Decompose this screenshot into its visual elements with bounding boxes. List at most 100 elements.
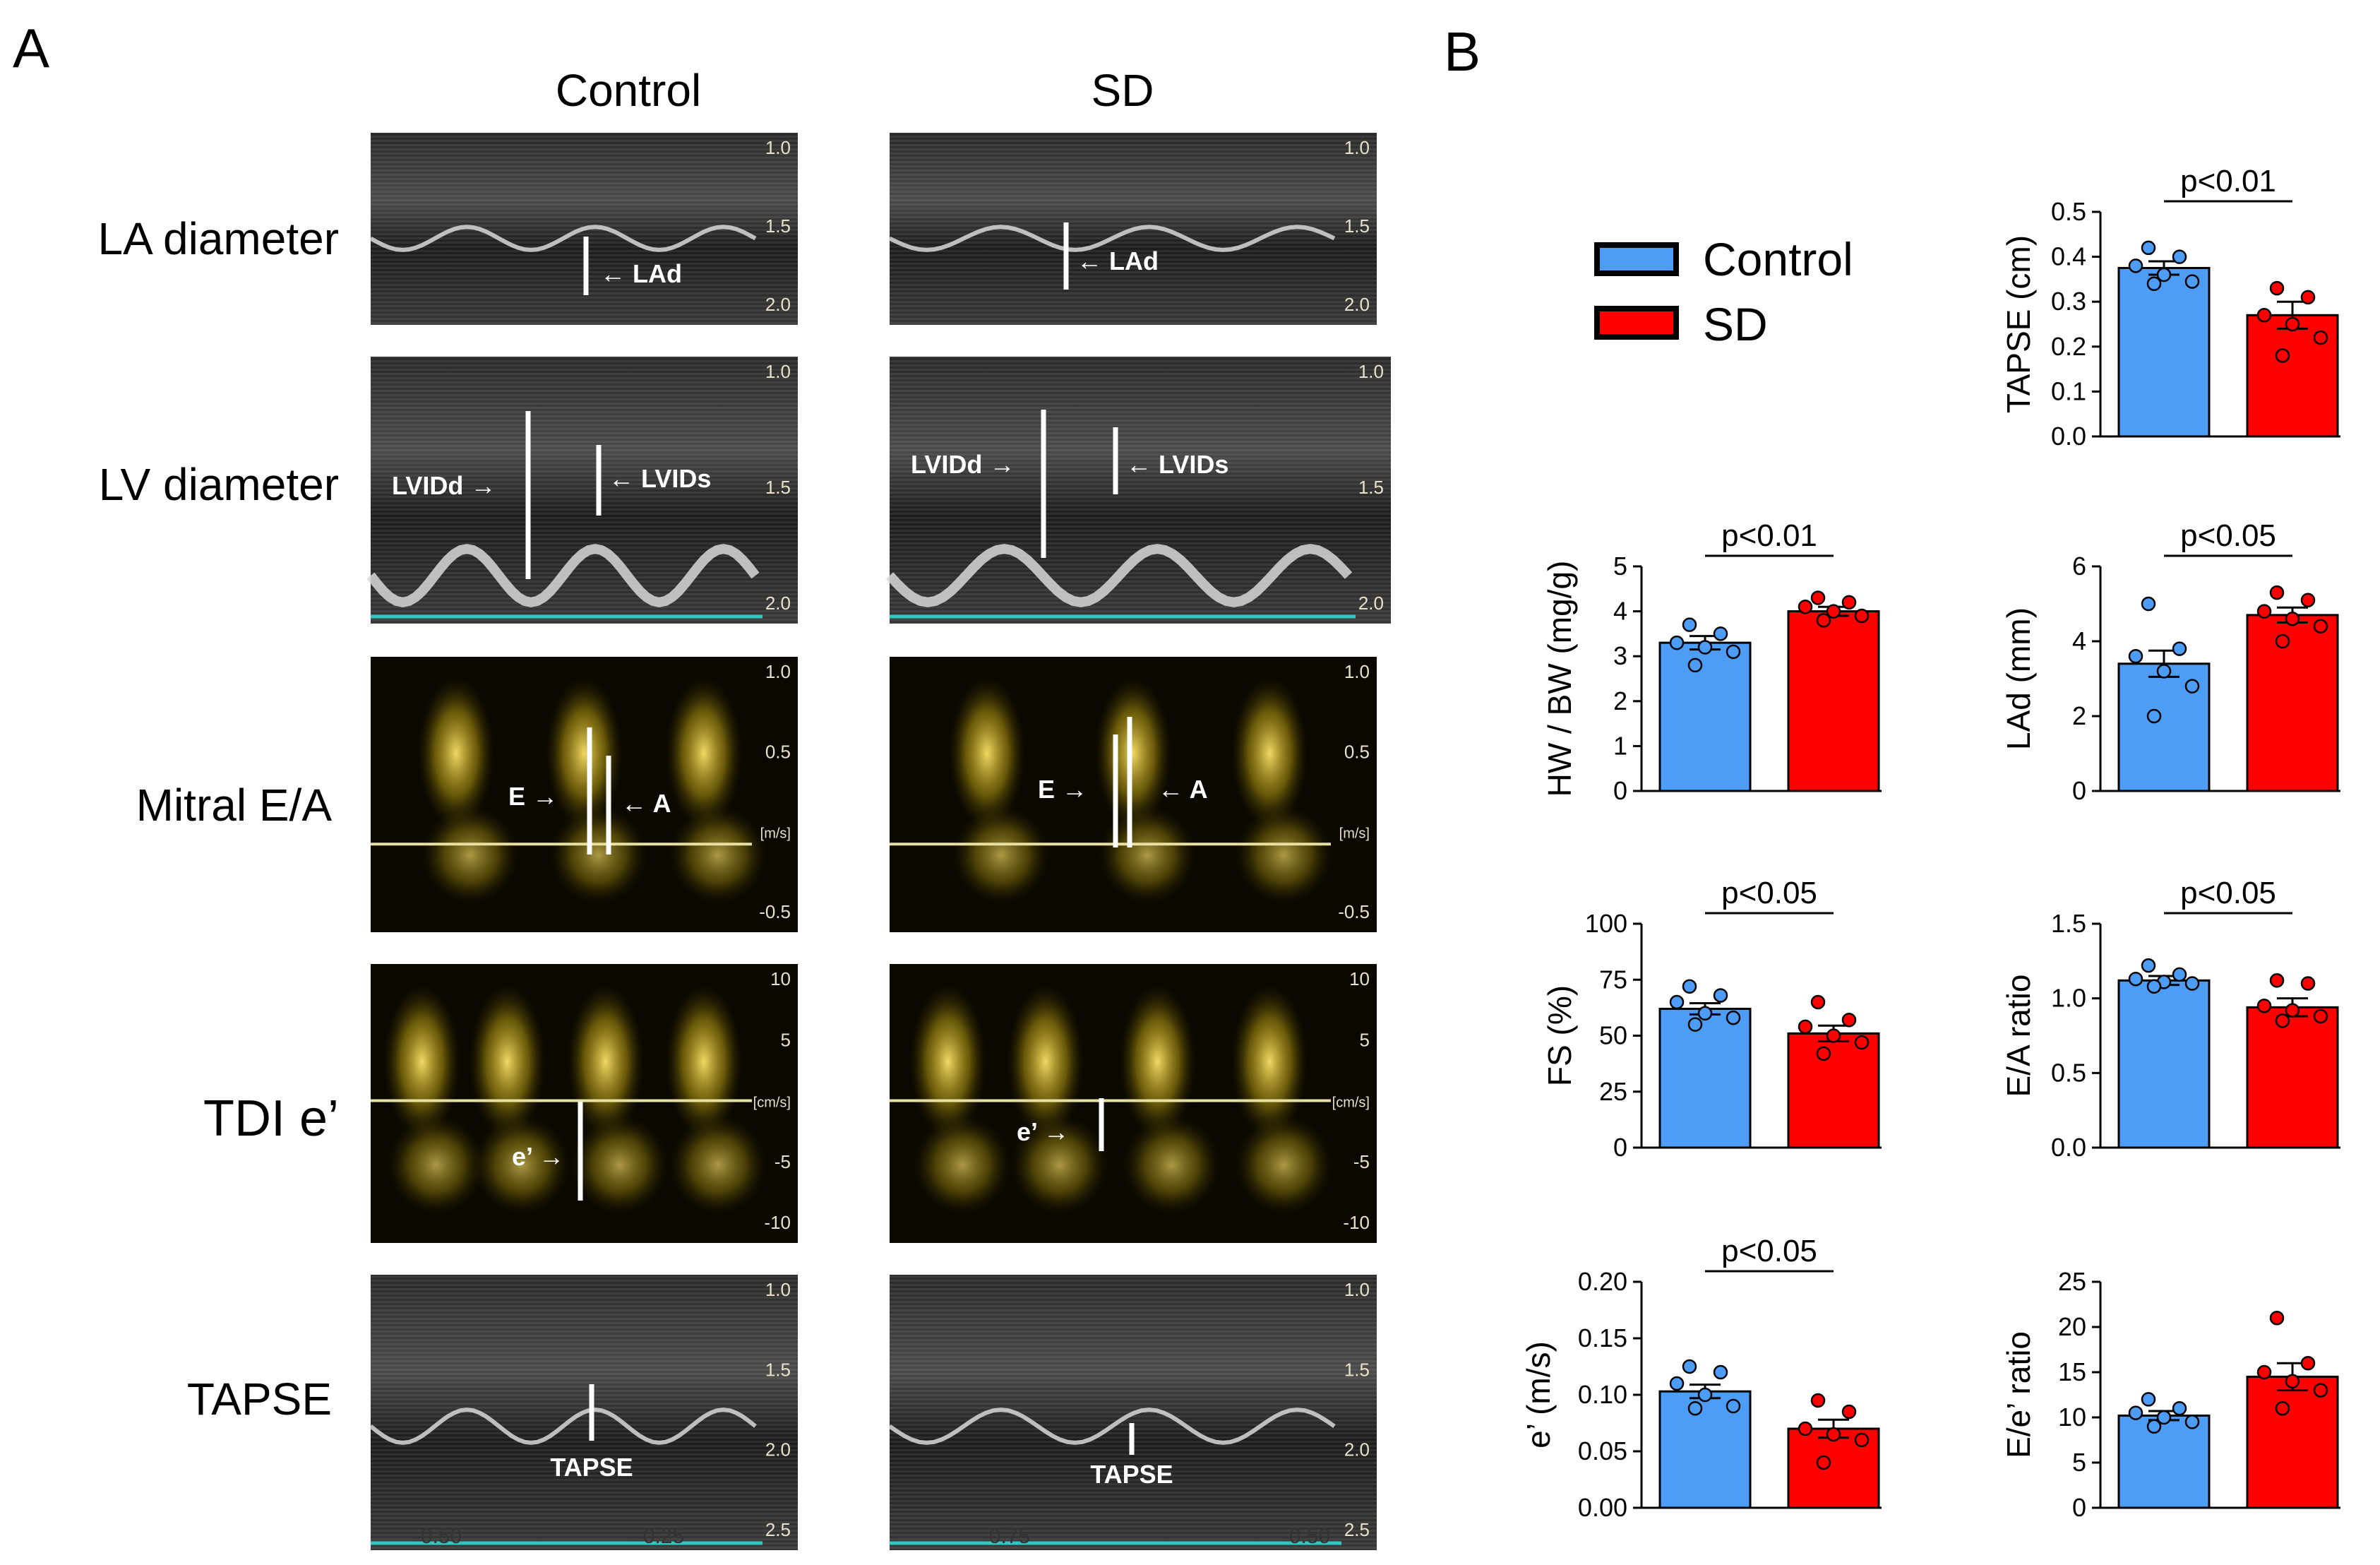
echo-scale-label: 2.0 <box>1344 294 1370 315</box>
y-tick-label: 2 <box>2072 701 2086 730</box>
y-tick-label: 15 <box>2058 1357 2086 1386</box>
data-point <box>2146 708 2162 724</box>
data-point <box>2256 998 2272 1013</box>
p-value-label: p<0.05 <box>2180 518 2276 553</box>
data-point <box>1682 617 1697 632</box>
bar-control <box>1658 641 1752 792</box>
doppler-signal <box>549 805 648 905</box>
data-point <box>1682 1359 1697 1374</box>
data-point <box>1669 1376 1685 1391</box>
bar-sd <box>2246 614 2339 792</box>
y-tick-label: 100 <box>1585 909 1627 938</box>
echo-image-la-diameter-control: 1.0 1.5 2.0 <box>369 133 798 325</box>
echo-scale-label: 0.5 <box>765 741 791 762</box>
time-axis-label: -0.75 <box>982 1525 1030 1548</box>
echo-scale-label: 1.5 <box>765 215 791 237</box>
echo-scale-label: 1.0 <box>765 361 791 382</box>
doppler-signal <box>1006 983 1084 1140</box>
legend-label-sd: SD <box>1703 298 1768 350</box>
data-point <box>1697 1387 1713 1403</box>
echo-scale-label: -0.5 <box>759 901 791 922</box>
row-label-mitral-ea: Mitral E/A <box>136 780 333 831</box>
data-point <box>1810 1393 1826 1408</box>
data-point <box>2285 1374 2300 1389</box>
echo-annotation-label: E → <box>1038 775 1087 804</box>
echo-annotation-label: ← A <box>621 789 671 818</box>
bar-chart-7: 0 5 10 15 20 25 E/e’ ratio <box>2000 1267 2340 1522</box>
data-point <box>2128 258 2143 273</box>
echo-annotation-label: LVIDd → <box>392 471 496 500</box>
echo-scale-label: 1.5 <box>765 1359 791 1380</box>
data-point <box>2256 308 2272 323</box>
doppler-signal <box>1231 983 1309 1140</box>
data-point <box>1713 626 1728 641</box>
doppler-signal <box>664 676 743 831</box>
data-point <box>2172 641 2187 656</box>
doppler-signal <box>1231 676 1309 831</box>
echo-image-tapse-control: 1.0 1.5 2.0 2.5 <box>369 1275 798 1550</box>
p-value-label: p<0.01 <box>2180 164 2276 198</box>
data-point <box>1798 1421 1813 1436</box>
data-point <box>2172 249 2187 264</box>
echo-scale-label: 1.0 <box>1358 361 1384 382</box>
data-point <box>2172 1400 2187 1416</box>
doppler-signal <box>421 805 520 905</box>
p-value-label: p<0.05 <box>1721 1234 1817 1268</box>
y-axis-label: E/e’ ratio <box>2000 1331 2037 1458</box>
y-tick-label: 0.0 <box>2051 1133 2086 1162</box>
echo-scale-label: 1.0 <box>765 1279 791 1300</box>
echo-annotation-label: ← LVIDs <box>1126 450 1228 479</box>
data-point <box>2313 1383 2328 1398</box>
data-point <box>1687 1400 1703 1416</box>
bar-chart-1: 0.0 0.1 0.2 0.3 0.4 0.5 TAPSE (cm) p<0.01 <box>2000 164 2340 451</box>
y-tick-label: 5 <box>1613 552 1627 581</box>
data-point <box>2300 290 2316 305</box>
doppler-signal <box>1098 805 1197 905</box>
panel-a-letter: A <box>13 17 49 79</box>
data-point <box>1841 595 1857 610</box>
data-point <box>2184 679 2200 694</box>
echo-annotation-label: E → <box>508 782 558 811</box>
y-tick-label: 0.00 <box>1578 1493 1627 1522</box>
data-point <box>2141 1392 2156 1407</box>
doppler-signal <box>909 983 987 1140</box>
data-point <box>2141 240 2156 256</box>
data-point <box>2146 1419 2162 1434</box>
y-tick-label: 5 <box>2072 1448 2086 1477</box>
echo-scale-label: 2.0 <box>1344 1439 1370 1460</box>
echo-scale-label: 2.0 <box>765 593 791 614</box>
doppler-signal <box>545 676 623 831</box>
tissue-trace <box>369 1408 757 1445</box>
y-tick-label: 0.5 <box>2051 1058 2086 1087</box>
doppler-signal <box>472 1114 571 1215</box>
echo-scale-label: 1.0 <box>1344 661 1370 682</box>
row-label-lv-diameter: LV diameter <box>99 459 339 510</box>
data-point <box>2128 1405 2143 1420</box>
p-value-label: p<0.05 <box>2180 876 2276 910</box>
echo-scale-label: 1.5 <box>1344 1359 1370 1380</box>
data-point <box>2269 280 2285 296</box>
data-point <box>2285 611 2300 626</box>
echo-scale-label: 5 <box>1360 1029 1370 1050</box>
column-header-control: Control <box>556 65 701 116</box>
data-point <box>2256 604 2272 619</box>
echo-scale-label: 2.0 <box>765 294 791 315</box>
doppler-signal <box>1234 1114 1334 1215</box>
p-value-label: p<0.01 <box>1721 518 1817 553</box>
y-tick-label: 1 <box>1613 731 1627 760</box>
data-point <box>1682 979 1697 994</box>
data-point <box>1826 604 1841 619</box>
y-tick-label: 0 <box>2072 1493 2086 1522</box>
y-axis-label: LAd (mm) <box>2000 607 2037 750</box>
data-point <box>1826 1028 1841 1043</box>
bar-chart-3: 0 2 4 6 LAd (mm) p<0.05 <box>2000 518 2340 805</box>
bar-control <box>2117 267 2211 438</box>
doppler-signal <box>468 983 546 1140</box>
data-point <box>1726 1010 1741 1025</box>
tissue-trace <box>888 225 1336 252</box>
row-label-la-diameter: LA diameter <box>97 213 339 264</box>
bar-control <box>2117 979 2211 1149</box>
tissue-trace <box>369 225 757 252</box>
echo-scale-label: 1.0 <box>765 661 791 682</box>
